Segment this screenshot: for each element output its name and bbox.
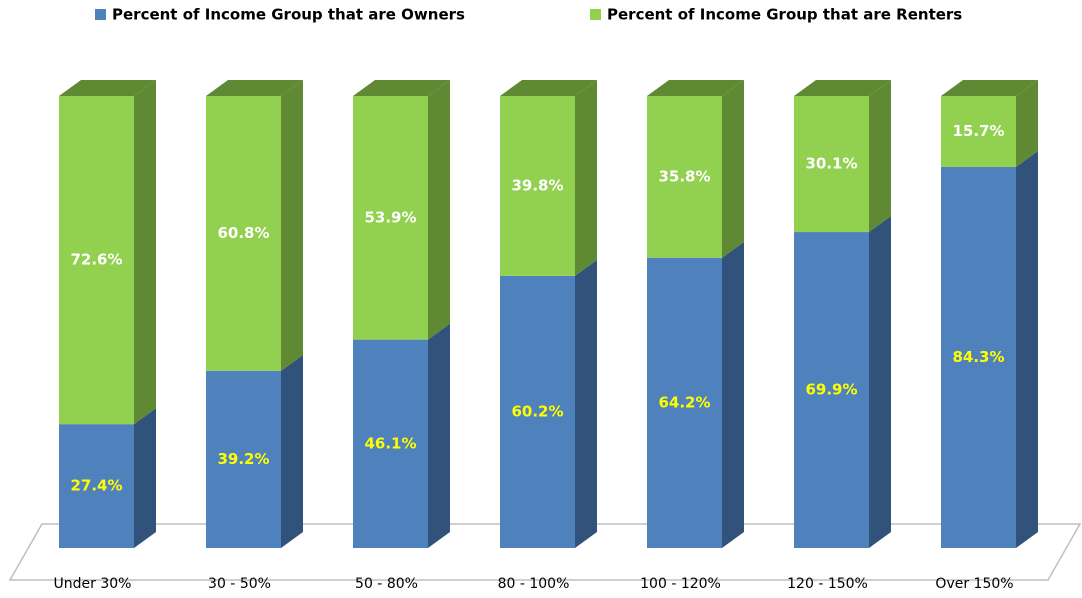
bar-top	[500, 80, 597, 96]
bar	[647, 257, 722, 548]
value-label: 69.9%	[805, 381, 857, 399]
value-label: 60.8%	[217, 224, 269, 242]
bar	[794, 96, 869, 233]
bar	[206, 370, 281, 548]
bar-top	[794, 80, 891, 96]
bar	[59, 424, 134, 548]
legend-label: Percent of Income Group that are Owners	[112, 6, 465, 24]
bar	[353, 96, 428, 340]
x-tick-label: 50 - 80%	[355, 576, 418, 592]
bar	[500, 96, 575, 276]
value-label: 39.8%	[511, 176, 563, 194]
bar	[500, 275, 575, 548]
legend-label: Percent of Income Group that are Renters	[607, 6, 962, 24]
value-label: 15.7%	[952, 122, 1004, 140]
bar	[941, 96, 1016, 167]
bar-top	[647, 80, 744, 96]
bar	[59, 96, 134, 425]
value-label: 35.8%	[658, 167, 710, 185]
x-tick-label: Under 30%	[54, 576, 132, 592]
bar-side	[428, 80, 450, 340]
bar-side	[722, 80, 744, 258]
bar-top	[206, 80, 303, 96]
bar-top	[941, 80, 1038, 96]
bar	[206, 96, 281, 371]
value-label: 53.9%	[364, 208, 416, 226]
bar	[941, 166, 1016, 549]
value-label: 84.3%	[952, 348, 1004, 366]
bar-side	[869, 216, 891, 548]
value-label: 60.2%	[511, 402, 563, 420]
value-label: 30.1%	[805, 155, 857, 173]
bar-side	[575, 259, 597, 548]
bar-side	[281, 80, 303, 371]
x-tick-label: 120 - 150%	[787, 576, 868, 592]
value-label: 39.2%	[217, 450, 269, 468]
legend-swatch	[95, 9, 106, 20]
bar-top	[353, 80, 450, 96]
x-tick-label: 100 - 120%	[640, 576, 721, 592]
x-tick-label: 80 - 100%	[498, 576, 570, 592]
value-label: 64.2%	[658, 393, 710, 411]
value-label: 27.4%	[70, 477, 122, 495]
value-label: 46.1%	[364, 434, 416, 452]
x-tick-label: Over 150%	[935, 576, 1013, 592]
bar-top	[59, 80, 156, 96]
bar-side	[575, 80, 597, 276]
bar	[353, 339, 428, 548]
legend-swatch	[590, 9, 601, 20]
bar-side	[722, 241, 744, 549]
bar	[794, 232, 869, 548]
x-tick-label: 30 - 50%	[208, 576, 271, 592]
bar	[647, 96, 722, 258]
bar-side	[134, 80, 156, 425]
bar-side	[134, 408, 156, 548]
bar-side	[281, 354, 303, 548]
bar-side	[869, 80, 891, 233]
bar-side	[1016, 150, 1038, 549]
value-label: 72.6%	[70, 251, 122, 269]
bar-side	[428, 323, 450, 548]
bar-side	[1016, 80, 1038, 167]
